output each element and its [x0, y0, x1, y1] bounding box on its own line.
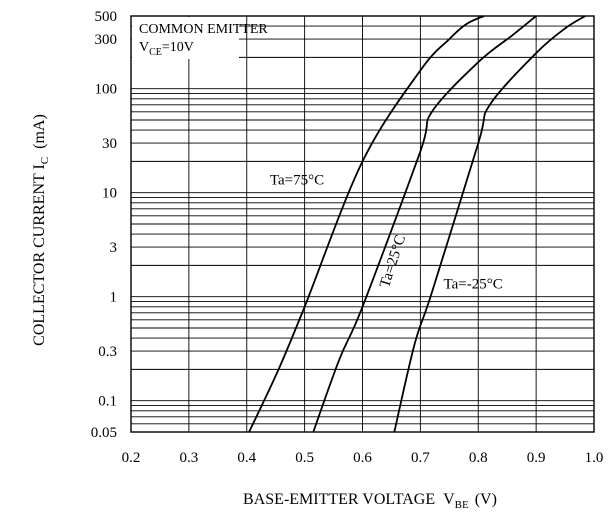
annotation-box: COMMON EMITTER VCE=10V — [139, 22, 268, 58]
x-axis-subscript: BE — [455, 499, 469, 511]
series-group — [248, 15, 586, 433]
x-tick-label: 0.2 — [122, 450, 141, 466]
y-tick-label: 500 — [95, 9, 118, 25]
x-axis-symbol: V — [443, 491, 455, 508]
x-axis-title-text: BASE-EMITTER VOLTAGE — [243, 491, 435, 508]
y-axis-unit: (mA) — [31, 114, 48, 149]
series-label-2: Ta=25°C — [377, 233, 409, 290]
x-tick-label: 0.9 — [527, 450, 546, 466]
y-axis-title-text: COLLECTOR CURRENT I — [31, 164, 48, 346]
x-tick-label: 0.3 — [180, 450, 199, 466]
y-tick-label: 30 — [102, 136, 117, 152]
annotation-line2: VCE=10V — [139, 40, 194, 58]
series-label-1: Ta=75°C — [270, 172, 324, 188]
annotation-symbol: V — [139, 40, 149, 55]
annotation-subscript: CE — [149, 47, 162, 58]
y-tick-label: 10 — [102, 186, 117, 202]
y-tick-label: 100 — [95, 82, 118, 98]
annotation-background — [132, 17, 239, 59]
y-tick-label: 0.05 — [91, 425, 117, 441]
series-line-2 — [312, 15, 537, 433]
x-axis-title: BASE-EMITTER VOLTAGE VBE (V) — [243, 491, 497, 511]
x-tick-label: 0.5 — [295, 450, 314, 466]
plot-border — [130, 15, 595, 433]
x-tick-label: 0.6 — [353, 450, 372, 466]
y-tick-label: 0.3 — [98, 344, 117, 360]
y-tick-labels: 0.05 0.1 0.3 1 3 10 30 100 300 500 — [91, 9, 117, 441]
series-line-1 — [248, 15, 485, 433]
y-tick-label: 0.1 — [98, 394, 117, 410]
series-line-3 — [393, 15, 586, 433]
x-tick-label: 0.4 — [237, 450, 256, 466]
x-axis-unit: (V) — [475, 491, 497, 508]
y-tick-label: 3 — [110, 240, 118, 256]
y-tick-label: 1 — [110, 290, 118, 306]
y-axis-subscript: C — [39, 157, 51, 164]
grid — [131, 16, 594, 432]
x-tick-labels: 0.2 0.3 0.4 0.5 0.6 0.7 0.8 0.9 1.0 — [122, 450, 604, 466]
annotation-line1: COMMON EMITTER — [139, 22, 268, 37]
series-label-3: Ta=-25°C — [444, 276, 503, 292]
x-tick-label: 1.0 — [585, 450, 604, 466]
annotation-value: =10V — [162, 40, 194, 55]
x-tick-label: 0.7 — [411, 450, 430, 466]
y-axis-title: COLLECTOR CURRENT IC (mA) — [31, 114, 51, 346]
y-tick-label: 300 — [95, 32, 118, 48]
x-tick-label: 0.8 — [469, 450, 488, 466]
plot-frame — [130, 15, 595, 433]
